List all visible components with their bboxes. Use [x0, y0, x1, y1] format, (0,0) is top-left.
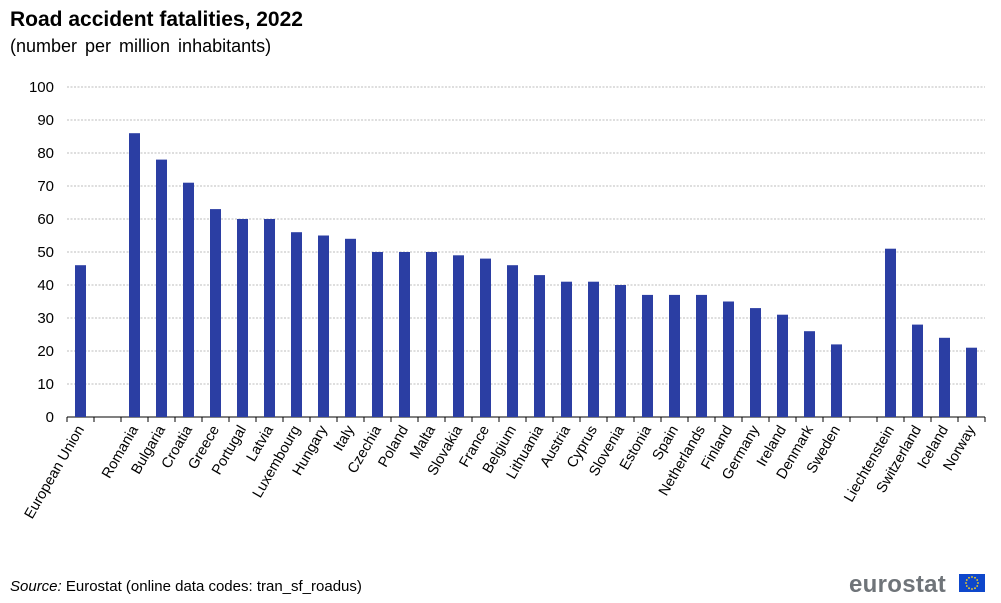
- y-tick-label: 0: [46, 409, 54, 426]
- bar: [345, 238, 356, 417]
- eu-flag-icon: [959, 574, 985, 592]
- source-text: Eurostat (online data codes: tran_sf_roa…: [65, 578, 362, 595]
- bar: [399, 252, 410, 417]
- bar: [966, 347, 977, 417]
- bar: [804, 331, 815, 417]
- bar: [318, 235, 329, 417]
- bar: [156, 159, 167, 417]
- y-tick-label: 90: [37, 112, 54, 129]
- y-tick-label: 100: [29, 79, 54, 96]
- bar: [129, 133, 140, 417]
- y-tick-label: 80: [37, 145, 54, 162]
- y-tick-label: 20: [37, 343, 54, 360]
- source-note: Source: Eurostat (online data codes: tra…: [10, 578, 362, 595]
- bar: [750, 308, 761, 417]
- bar: [183, 182, 194, 417]
- bar: [912, 324, 923, 417]
- bar: [723, 301, 734, 417]
- y-tick-label: 70: [37, 178, 54, 195]
- y-tick-label: 50: [37, 244, 54, 261]
- bar: [372, 252, 383, 417]
- bar: [939, 337, 950, 417]
- bar: [615, 285, 626, 417]
- x-tick-label: European Union: [22, 423, 88, 522]
- bar: [669, 294, 680, 417]
- bar: [561, 281, 572, 417]
- y-tick-label: 30: [37, 310, 54, 327]
- bar: [507, 265, 518, 417]
- bar: [534, 275, 545, 417]
- bar: [831, 344, 842, 417]
- bar: [480, 258, 491, 417]
- bar: [264, 219, 275, 417]
- y-tick-label: 10: [37, 376, 54, 393]
- x-tick-label: Italy: [331, 422, 359, 454]
- bar: [696, 294, 707, 417]
- y-tick-label: 40: [37, 277, 54, 294]
- chart-title: Road accident fatalities, 2022: [10, 8, 303, 31]
- bar: [210, 209, 221, 417]
- bar: [291, 232, 302, 417]
- bar: [642, 294, 653, 417]
- bar: [885, 248, 896, 417]
- bar: [75, 265, 86, 417]
- source-label: Source:: [10, 578, 62, 595]
- logo-text: eurostat: [849, 571, 947, 598]
- bar: [426, 252, 437, 417]
- bar: [588, 281, 599, 417]
- bar: [237, 219, 248, 417]
- chart-subtitle: (number per million inhabitants): [10, 36, 272, 56]
- bar: [453, 255, 464, 417]
- y-tick-label: 60: [37, 211, 54, 228]
- bar: [777, 314, 788, 417]
